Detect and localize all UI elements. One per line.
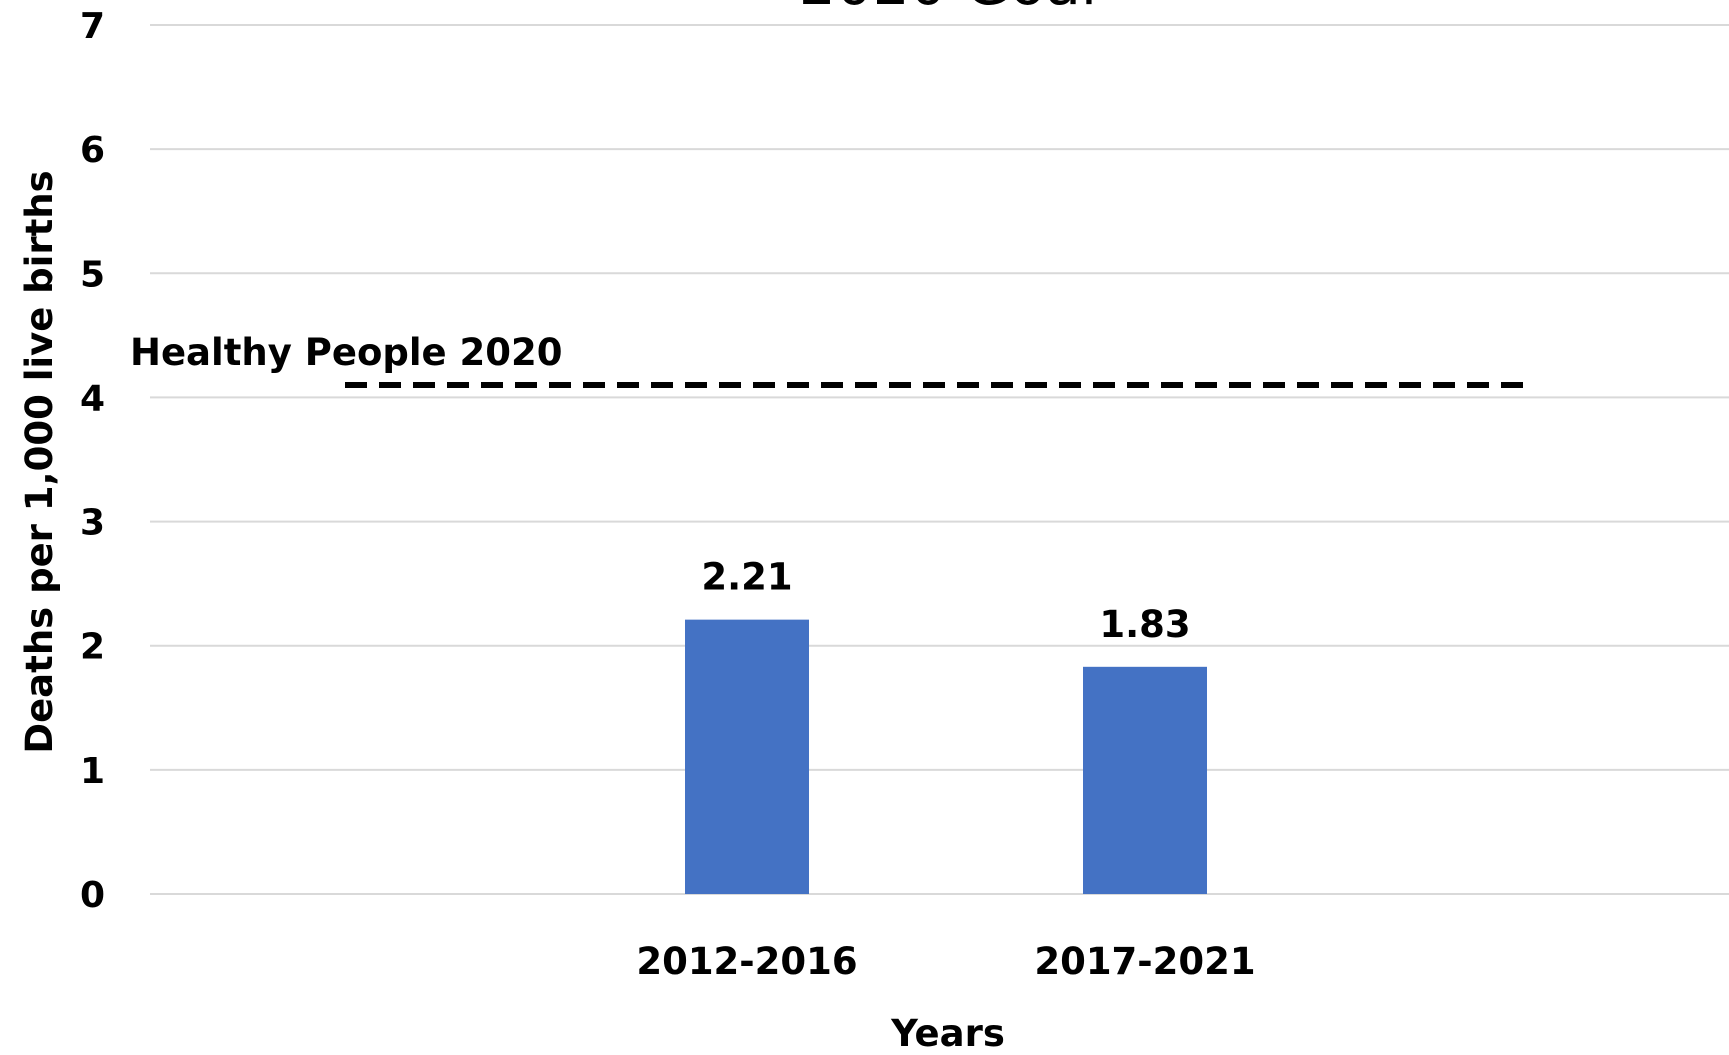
x-tick-label: 2017-2021 [1034,940,1255,983]
x-tick-label: 2012-2016 [636,940,857,983]
gridlines [150,24,1729,895]
data-label: 1.83 [1099,603,1190,646]
y-tick-label: 0 [80,875,105,916]
reference-line-label: Healthy People 2020 [130,331,563,374]
y-tick-label: 2 [80,627,105,668]
bars [685,619,1207,894]
chart-title: 2020 Goal [799,0,1097,18]
y-axis-title: Deaths per 1,000 live births [18,170,61,753]
bar-2017-2021 [1083,666,1207,894]
y-tick-label: 4 [80,378,105,419]
labels: 0 1 2 3 4 5 6 7 2.21 2012-2016 1.83 2017-2021 Health… [80,6,1256,983]
y-tick-label: 3 [80,503,105,544]
x-axis-title: Years [890,1012,1005,1051]
data-label: 2.21 [701,556,792,599]
y-tick-label: 5 [80,254,105,295]
y-tick-label: 1 [80,751,105,792]
y-tick-label: 7 [80,6,105,47]
y-tick-label: 6 [80,130,105,171]
bar-2012-2016 [685,619,809,894]
